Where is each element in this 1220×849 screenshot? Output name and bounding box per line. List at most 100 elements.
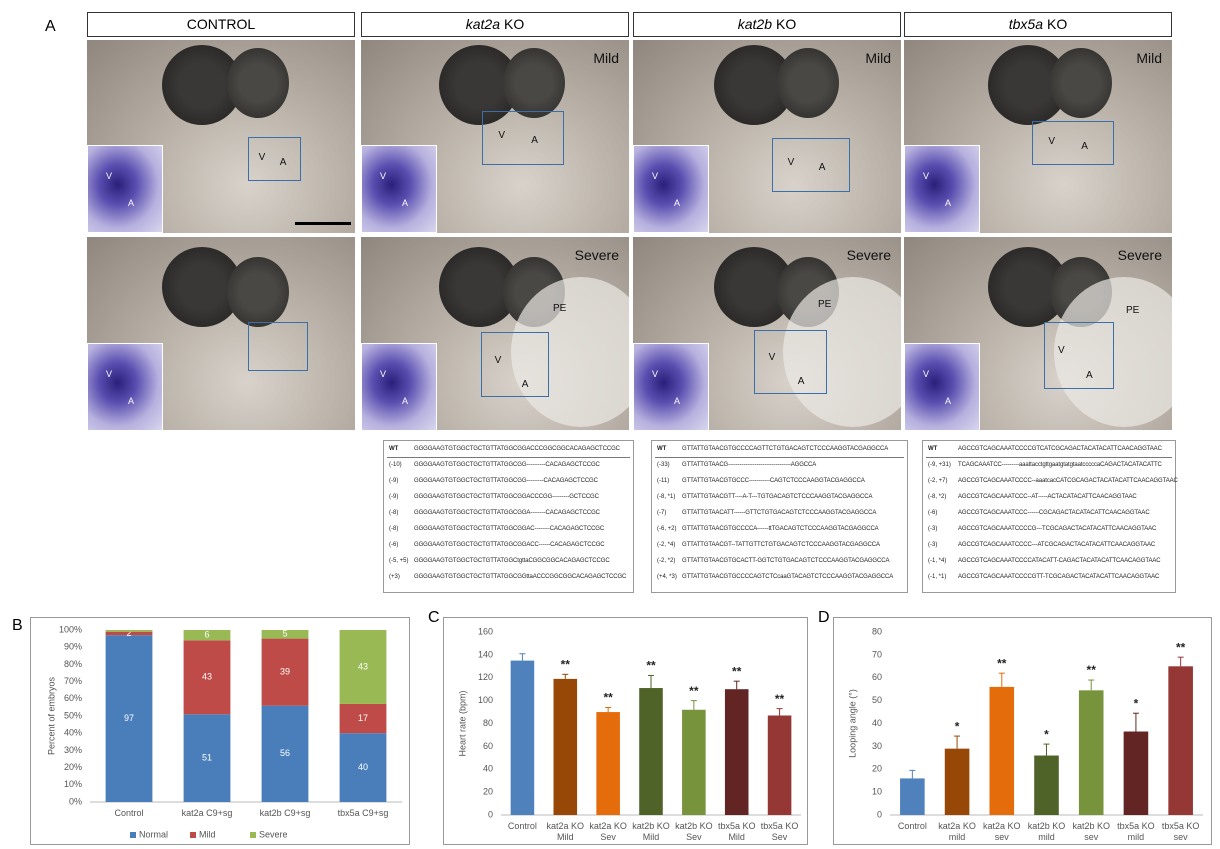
sequence: GTTATTGTAACATT------GTTCTGTGACAGTCTCCCAA… [682,510,876,516]
image-label: PE [818,299,831,310]
inset-label: V [923,171,929,181]
inset: VA [361,343,437,430]
y-tick-label: 0 [488,809,493,819]
inset-label: V [652,369,658,379]
bar [639,688,663,815]
bar [1124,732,1149,815]
y-tick-label: 90% [64,642,82,652]
allele-label: (-8) [389,526,398,532]
allele-label: (-5, +5) [389,558,409,564]
x-tick-label: tbx5a KO Sev [758,821,802,843]
inset-label: V [106,171,112,181]
significance: ** [603,691,613,705]
y-tick-label: 140 [478,649,493,659]
sequence: AGCCGTCAGCAAATCCC--AT-----ACTACATACATTCA… [958,494,1137,500]
x-tick-label: kat2b KO sev [1069,821,1113,843]
chart-frame [834,618,1212,845]
inset: VA [633,343,709,430]
y-tick-label: 20% [64,762,82,772]
eye [227,257,289,327]
sequence: GGGGAAGTGTGGCTGCTGTTATGGCtgttaCGGCGGCACA… [414,558,610,564]
inset: VA [904,145,980,233]
sequence: AGCCGTCAGCAAATCCC------CGCAGACTACATACATT… [958,510,1150,516]
legend-label: Normal [139,829,168,839]
header-suffix: KO [1047,16,1067,32]
gene-name: tbx5a [1009,16,1043,32]
allele-label: (-8, *2) [928,494,946,500]
x-tick-label: kat2a C9+sg [167,808,247,819]
sequence: GTTATTGTAACGTGCCCCAGTCTCcaaGTACAGTCTCCCA… [682,574,893,580]
x-tick-label: kat2b KO Mild [629,821,673,843]
allele-label: (-1, *1) [928,574,946,580]
bar [989,687,1014,815]
inset-label: A [402,396,408,406]
allele-label: WT [928,446,937,452]
bar [554,679,578,815]
allele-label: (-2, +7) [928,478,948,484]
allele-label: (+4, *3) [657,574,677,580]
significance: * [1044,727,1049,741]
sequence: GTTATTGTAACGT--TATTGTTCTGTGACAGTCTCCCAAG… [682,542,880,548]
panel-label: B [12,617,23,635]
roi-box [482,111,564,165]
sequence: GGGGAAGTGTGGCTGCTGTTATGGCGG---------CACA… [414,478,598,484]
allele-label: (-1, *4) [928,558,946,564]
allele-label: (-6) [928,510,937,516]
severity-tag: Severe [847,247,891,263]
eye [1050,48,1112,118]
allele-label: (-3) [928,542,937,548]
bar [1034,756,1059,815]
y-tick-label: 0% [69,796,82,806]
sequence: AGCCGTCAGCAAATCCCCG---TCGCAGACTACATACATT… [958,526,1156,532]
y-tick-label: 10 [872,787,882,797]
significance: ** [561,657,571,671]
bar [900,778,925,815]
inset-label: A [128,198,134,208]
image-label: V [788,157,795,168]
header-suffix: KO [504,16,524,32]
y-tick-label: 60 [872,672,882,682]
value-label: 2 [126,628,131,638]
image-label: V [1058,345,1065,356]
sequence: AGCCGTCAGCAAATCCCC--aaatcacCATCGCAGACTAC… [958,478,1178,484]
x-tick-label: tbx5a KO Mild [715,821,759,843]
sequence: GTTATTGTAACG----------------------------… [682,462,816,468]
image-label: V [498,130,505,141]
legend-label: Severe [259,829,288,839]
y-tick-label: 80% [64,659,82,669]
eye [227,48,289,118]
sequence: GGGGAAGTGTGGCTGCTGTTATGGCGGttaACCCGGCGGC… [414,574,626,580]
image-label: V [769,352,776,363]
inset-label: A [945,396,951,406]
legend-swatch [190,832,196,838]
y-tick-label: 70% [64,676,82,686]
value-label: 5 [282,629,287,639]
value-label: 43 [358,661,368,671]
roi-box [772,138,850,192]
y-tick-label: 40 [483,764,493,774]
x-tick-label: kat2a KO Sev [586,821,630,843]
bar-segment [106,630,153,632]
x-tick-label: Control [890,821,934,832]
y-tick-label: 80 [483,718,493,728]
chart: 01020304050607080Looping angle (°)******… [833,617,1212,845]
sequence: AGCCGTCAGCAAATCCCC---ATCGCAGACTACATACATT… [958,542,1155,548]
y-tick-label: 50% [64,710,82,720]
sequence: GGGGAAGTGTGGCTGCTGTTATGGCGGACCCGG-------… [414,494,599,500]
significance: ** [689,684,699,698]
x-tick-label: kat2b C9+sg [245,808,325,819]
allele-label: (-7) [657,510,666,516]
y-axis-title: Looping angle (°) [847,689,857,758]
x-tick-label: Control [500,821,544,832]
bar [682,710,706,815]
y-tick-label: 10% [64,779,82,789]
allele-label: (-2, *2) [657,558,675,564]
severity-tag: Mild [865,50,891,66]
